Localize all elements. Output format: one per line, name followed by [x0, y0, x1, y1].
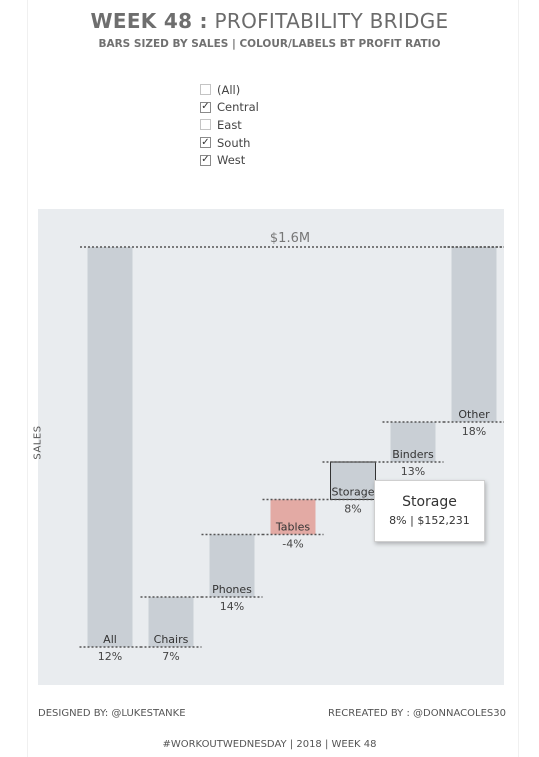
category-label: Storage: [331, 486, 374, 499]
recreated-by: RECREATED BY : @DONNACOLES30: [327, 708, 506, 719]
bar-tables[interactable]: [270, 499, 316, 535]
hashtag-footer: #WORKOUTWEDNESDAY | 2018 | WEEK 48: [162, 739, 377, 750]
bar-chairs[interactable]: [148, 597, 194, 647]
filter-label: Central: [217, 100, 259, 115]
tooltip-title: Storage: [402, 494, 457, 510]
designed-by: DESIGNED BY: @LUKESTANKE: [38, 708, 186, 719]
filter-item[interactable]: (All): [200, 81, 259, 99]
category-label: Tables: [275, 521, 310, 534]
tooltip: Storage 8% | $152,231: [374, 480, 485, 542]
chart-svg: All 12% Chairs 7% Phones 14% Tables -4% Storage 8…: [79, 231, 504, 663]
filter-label: East: [217, 117, 242, 132]
category-label: Chairs: [154, 633, 189, 646]
checkbox-checked[interactable]: ✓: [200, 101, 211, 113]
filter-item[interactable]: ✓ South: [200, 134, 259, 152]
checkbox-unchecked[interactable]: [200, 119, 211, 131]
tooltip-body: 8% | $152,231: [389, 514, 470, 527]
bar-other[interactable]: [451, 247, 497, 422]
filter-item[interactable]: East: [200, 116, 259, 134]
page-title: WEEK 48 : PROFITABILITY BRIDGE: [0, 9, 539, 33]
bridge-chart: SALES All 12% Chairs 7% Phones 14% Tables -4% St…: [33, 209, 504, 685]
bar-storage[interactable]: [330, 461, 376, 500]
category-label: Other: [458, 408, 490, 421]
ratio-label: 12%: [98, 650, 122, 663]
filter-item[interactable]: ✓ Central: [200, 99, 259, 117]
ratio-label: 7%: [162, 650, 179, 663]
checkbox-checked[interactable]: ✓: [200, 154, 211, 166]
title-week: WEEK 48 :: [90, 9, 208, 33]
checkbox-checked[interactable]: ✓: [200, 136, 211, 149]
bar-binders[interactable]: [390, 422, 436, 462]
ratio-label: 13%: [401, 465, 425, 478]
region-filter: (All) ✓ Central East ✓ South ✓ West: [200, 81, 259, 169]
ratio-label: 18%: [462, 425, 486, 438]
bar-all[interactable]: [87, 247, 133, 647]
title-main: PROFITABILITY BRIDGE: [207, 9, 449, 33]
category-label: All: [103, 633, 117, 646]
filter-label: South: [217, 135, 251, 150]
filter-item[interactable]: ✓ West: [200, 151, 259, 169]
ratio-label: -4%: [282, 538, 303, 551]
ratio-label: 14%: [220, 600, 244, 613]
total-label: $1.6M: [270, 231, 310, 246]
category-label: Binders: [392, 448, 434, 461]
bar-phones[interactable]: [209, 534, 255, 598]
category-label: Phones: [212, 583, 252, 596]
page-subtitle: BARS SIZED BY SALES | COLOUR/LABELS BT P…: [98, 38, 441, 50]
checkbox-unchecked[interactable]: [200, 84, 211, 96]
filter-label: West: [217, 153, 246, 168]
ratio-label: 8%: [344, 503, 361, 516]
filter-label: (All): [217, 82, 241, 97]
